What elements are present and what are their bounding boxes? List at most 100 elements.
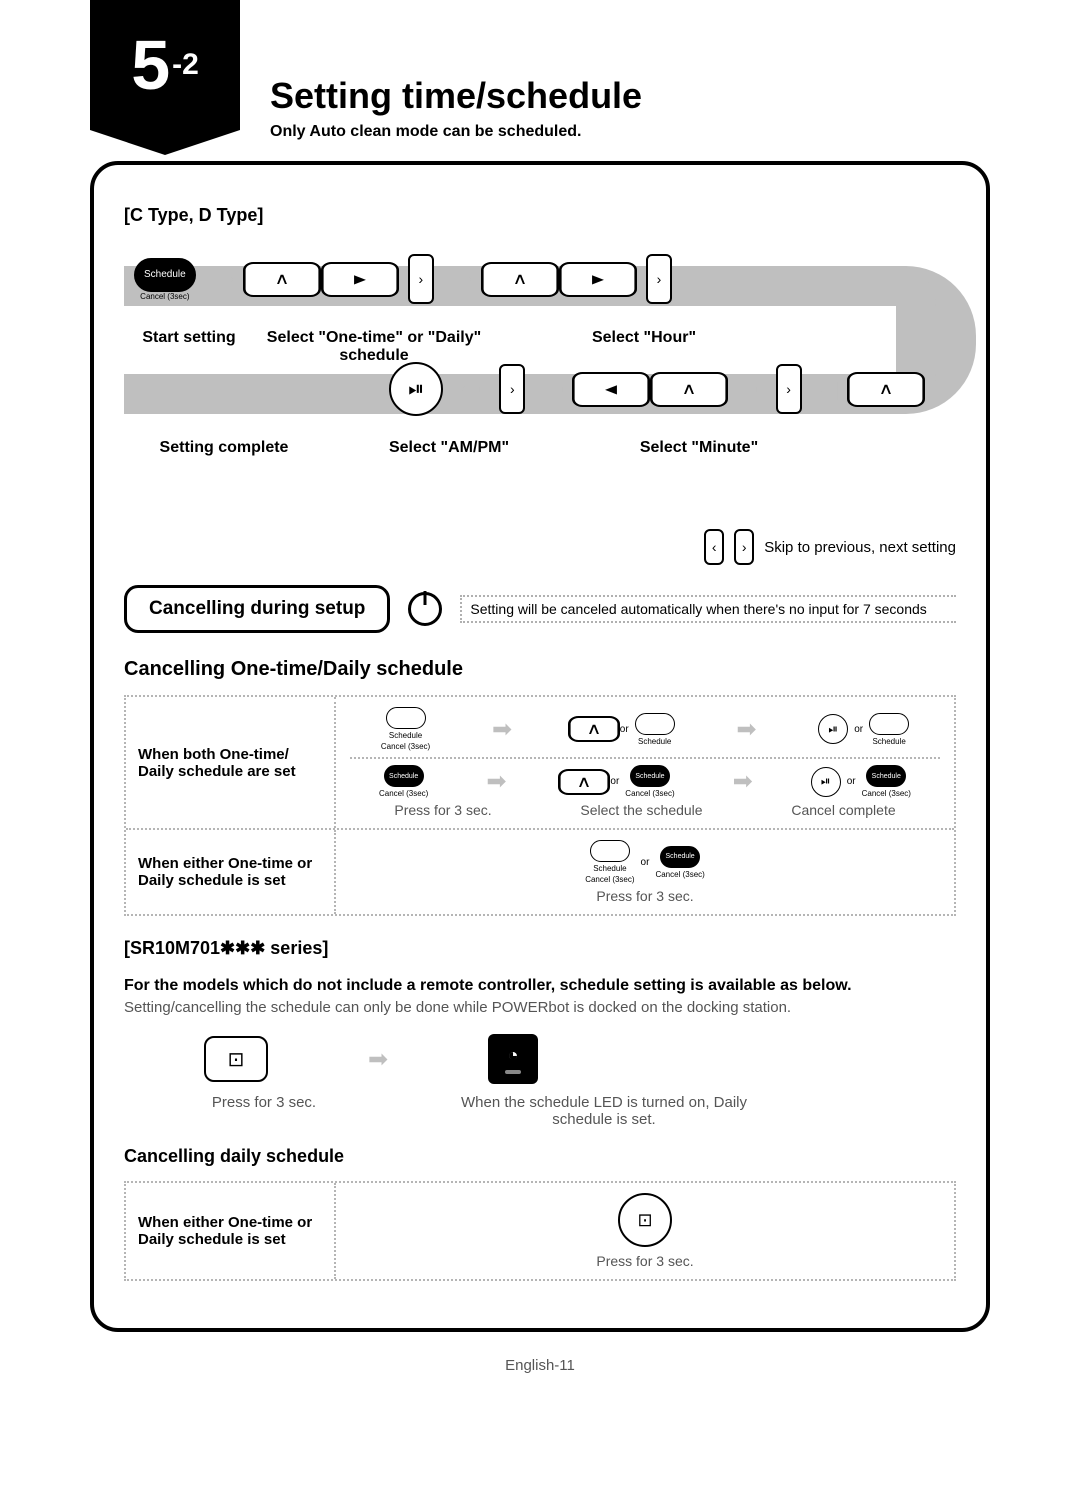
right-button — [321, 262, 399, 297]
caption-select: Select the schedule — [580, 802, 702, 818]
cancel-row-both: When both One-time/ Daily schedule are s… — [126, 697, 954, 830]
next-button: › — [646, 254, 672, 304]
label-ampm: Select "AM/PM" — [324, 439, 574, 457]
mini-label: Cancel (3sec) — [585, 875, 634, 884]
up-button — [650, 372, 728, 407]
play-pause-button: ⏯ — [389, 362, 443, 416]
skip-note-text: Skip to previous, next setting — [764, 539, 956, 556]
mini-label: Schedule — [389, 731, 422, 740]
mini-schedule-group: Schedule Cancel (3sec) — [625, 765, 674, 798]
mini-schedule-pill — [386, 707, 426, 729]
caption-press: Press for 3 sec. — [350, 888, 940, 904]
mini-schedule-pill-solid: Schedule — [660, 846, 700, 868]
arrow-icon: ⬅ — [461, 375, 481, 404]
arrow-icon: ⬅ — [737, 375, 757, 404]
or-text: or — [847, 776, 856, 787]
arrow-icon: ➡ — [452, 265, 472, 294]
page-header: 5 -2 Setting time/schedule Only Auto cle… — [90, 40, 990, 141]
label-complete: Setting complete — [124, 439, 324, 457]
or-text: or — [641, 857, 650, 868]
power-icon — [408, 592, 442, 626]
sr-cancel-title: Cancelling daily schedule — [124, 1146, 956, 1167]
cancel-setup-note: Setting will be canceled automatically w… — [460, 595, 956, 623]
mini-label: Cancel (3sec) — [862, 789, 911, 798]
cancel-captions: Press for 3 sec. Select the schedule Can… — [350, 802, 940, 818]
caption-complete: Cancel complete — [791, 802, 895, 818]
flow-row-bottom: ◀ › ⬅ ⬅ › ⬅ ⏯ — [389, 362, 916, 416]
page-footer: English-11 — [90, 1357, 990, 1374]
or-text: or — [620, 724, 629, 735]
mini-group: Schedule Cancel (3sec) or Schedule Cance… — [350, 840, 940, 884]
arrow-icon: ➡ — [492, 715, 512, 744]
flow-row-top: Schedule Cancel (3sec) ➡ › ➡ › — [134, 254, 672, 304]
label-minute: Select "Minute" — [574, 439, 824, 457]
section-badge: 5 -2 — [90, 0, 240, 130]
prev-button: ‹ — [704, 529, 724, 565]
left-button — [572, 372, 650, 407]
cancel-seq-2: Schedule Cancel (3sec) ➡ or Schedule Can… — [350, 765, 940, 798]
mini-schedule-group: Schedule — [869, 713, 909, 746]
mini-label: Cancel (3sec) — [381, 742, 430, 751]
mini-group: or Schedule — [574, 713, 675, 746]
cancel-row-content: Schedule Cancel (3sec) or Schedule Cance… — [336, 830, 954, 914]
mini-schedule-pill-solid: Schedule — [630, 765, 670, 787]
schedule-button: Schedule — [134, 258, 196, 292]
sr-caption-led: When the schedule LED is turned on, Dail… — [434, 1094, 774, 1128]
badge-number: 5 — [131, 25, 170, 105]
clock-icon: ◔ — [508, 1045, 519, 1066]
sr-led-icon: ◔ — [488, 1034, 538, 1084]
arrow-icon: ➡ — [214, 265, 234, 294]
mini-label: Cancel (3sec) — [625, 789, 674, 798]
arrow-icon: ⬅ — [543, 375, 563, 404]
mini-group: or Schedule Cancel (3sec) — [564, 765, 674, 798]
cancel-table: When both One-time/ Daily schedule are s… — [124, 695, 956, 916]
mini-schedule-group: Schedule — [635, 713, 675, 746]
mini-schedule-group: Schedule Cancel (3sec) — [379, 765, 428, 798]
sr-button: ⊡ — [204, 1036, 268, 1082]
mini-label: Cancel (3sec) — [379, 789, 428, 798]
cancel-row-content: Schedule Cancel (3sec) ➡ or Schedule ➡ — [336, 697, 954, 828]
skip-note: ‹ › Skip to previous, next setting — [124, 529, 956, 565]
mini-label: Cancel (3sec) — [655, 870, 704, 879]
arrow-icon: ➡ — [368, 1045, 388, 1074]
mini-group: ⏯ or Schedule Cancel (3sec) — [811, 765, 911, 798]
cancel-schedule-title: Cancelling One-time/Daily schedule — [124, 658, 956, 681]
sr-cancel-table: When either One-time or Daily schedule i… — [124, 1181, 956, 1281]
sr-flow-row: ⊡ ➡ ◔ — [124, 1034, 956, 1084]
mini-schedule-pill — [869, 713, 909, 735]
flow-labels-top: Start setting Select "One-time" or "Dail… — [124, 329, 956, 365]
mini-schedule-pill — [590, 840, 630, 862]
sr-note: For the models which do not include a re… — [124, 977, 956, 995]
cancel-row-label: When either One-time or Daily schedule i… — [126, 830, 336, 914]
mini-label: Schedule — [872, 737, 905, 746]
label-select-schedule: Select "One-time" or "Daily" schedule — [254, 329, 494, 365]
arrow-icon: ➡ — [486, 767, 506, 796]
schedule-button-group: Schedule Cancel (3sec) — [134, 258, 196, 301]
badge-sub: -2 — [172, 48, 199, 82]
arrow-icon: ◀ — [820, 375, 838, 404]
label-select-hour: Select "Hour" — [494, 329, 794, 365]
title-block: Setting time/schedule Only Auto clean mo… — [270, 40, 990, 141]
mini-schedule-pill-solid: Schedule — [866, 765, 906, 787]
mini-label: Schedule — [593, 864, 626, 873]
flow-labels-bottom: Setting complete Select "AM/PM" Select "… — [124, 439, 956, 457]
led-bar — [505, 1070, 521, 1074]
sr-captions: Press for 3 sec. When the schedule LED i… — [124, 1094, 956, 1128]
cancel-row-either: When either One-time or Daily schedule i… — [126, 830, 954, 914]
mini-schedule-group: Schedule Cancel (3sec) — [862, 765, 911, 798]
sr-title: [SR10M701✱✱✱ series] — [124, 938, 956, 959]
mini-play-button: ⏯ — [818, 714, 848, 744]
next-button: › — [408, 254, 434, 304]
sr-cancel-row: When either One-time or Daily schedule i… — [126, 1183, 954, 1279]
sr-cancel-content: ⊡ Press for 3 sec. — [336, 1183, 954, 1279]
label-start: Start setting — [124, 329, 254, 365]
page-subtitle: Only Auto clean mode can be scheduled. — [270, 123, 990, 141]
cancel-setup-row: Cancelling during setup Setting will be … — [124, 585, 956, 633]
schedule-button-label: Schedule — [144, 269, 186, 280]
sr-round-button: ⊡ — [618, 1193, 672, 1247]
cancel-seq-1: Schedule Cancel (3sec) ➡ or Schedule ➡ — [350, 707, 940, 759]
sr-sub: Setting/cancelling the schedule can only… — [124, 999, 956, 1016]
sr-cancel-label: When either One-time or Daily schedule i… — [126, 1183, 336, 1279]
page-title: Setting time/schedule — [270, 75, 990, 117]
type-label: [C Type, D Type] — [124, 205, 956, 226]
